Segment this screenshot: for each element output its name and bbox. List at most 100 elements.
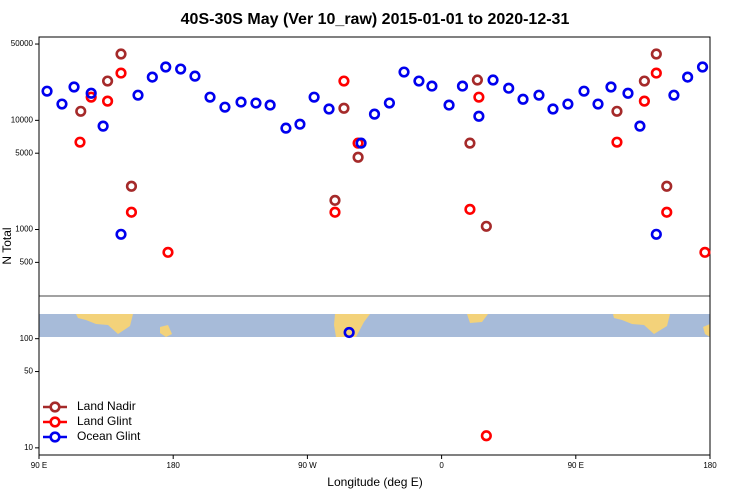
- point: [634, 120, 646, 132]
- point: [101, 75, 114, 87]
- point: [175, 63, 187, 75]
- point: [473, 91, 485, 103]
- point: [132, 89, 144, 101]
- point: [250, 97, 262, 109]
- y-tick-label: 50: [24, 367, 33, 376]
- point: [638, 95, 650, 107]
- point: [352, 151, 364, 163]
- point: [473, 110, 485, 122]
- point: [85, 87, 97, 99]
- point: [650, 228, 662, 240]
- legend-label: Ocean Glint: [77, 429, 141, 443]
- point: [294, 118, 306, 130]
- point: [338, 102, 350, 114]
- y-tick-label: 10000: [11, 115, 34, 124]
- point: [533, 89, 545, 101]
- legend-marker: [49, 431, 61, 443]
- y-tick-label: 50000: [11, 39, 34, 48]
- point: [97, 120, 109, 132]
- y-tick-label: 100: [20, 334, 34, 343]
- point: [661, 180, 673, 192]
- point: [650, 67, 662, 79]
- point: [101, 95, 114, 107]
- point: [464, 137, 476, 149]
- point: [682, 71, 694, 83]
- point: [696, 61, 709, 73]
- point: [699, 246, 711, 258]
- x-tick-label: 0: [439, 461, 444, 470]
- point: [480, 220, 492, 232]
- point: [56, 98, 68, 110]
- point: [115, 228, 127, 240]
- legend-marker: [49, 401, 61, 413]
- point: [85, 91, 97, 103]
- point: [668, 89, 680, 101]
- point: [74, 136, 86, 148]
- x-tick-label: 90 E: [568, 461, 584, 470]
- point: [547, 103, 559, 115]
- point: [280, 122, 292, 134]
- legend-label: Land Glint: [77, 414, 132, 428]
- point: [125, 206, 138, 218]
- x-axis-label: Longitude (deg E): [327, 475, 422, 489]
- x-tick-label: 90 E: [31, 461, 47, 470]
- x-tick-label: 180: [703, 461, 717, 470]
- point: [329, 194, 341, 206]
- point: [75, 105, 87, 117]
- point: [146, 71, 158, 83]
- point: [41, 85, 53, 97]
- y-tick-label: 500: [20, 257, 34, 266]
- point: [443, 99, 455, 111]
- point: [235, 96, 247, 108]
- point: [487, 74, 499, 86]
- point: [592, 98, 604, 110]
- point: [355, 137, 367, 149]
- y-tick-label: 5000: [15, 148, 33, 157]
- point: [115, 67, 127, 79]
- point: [611, 136, 623, 148]
- point: [517, 93, 529, 105]
- point: [323, 103, 335, 115]
- point: [338, 75, 350, 87]
- legend-label: Land Nadir: [77, 399, 136, 413]
- point: [622, 87, 634, 99]
- point: [368, 108, 381, 120]
- point: [480, 430, 492, 442]
- point: [308, 91, 320, 103]
- y-tick-label: 10: [24, 443, 33, 452]
- point: [343, 326, 355, 339]
- point: [605, 81, 617, 93]
- point: [162, 246, 174, 258]
- x-tick-label: 90 W: [298, 461, 317, 470]
- point: [398, 66, 410, 78]
- chart-title: 40S-30S May (Ver 10_raw) 2015-01-01 to 2…: [181, 11, 570, 28]
- legend-marker: [49, 416, 61, 428]
- y-axis-label: N Total: [0, 227, 14, 264]
- point: [650, 48, 662, 60]
- point: [464, 203, 476, 215]
- point: [264, 99, 276, 111]
- point: [125, 180, 138, 192]
- point: [426, 80, 438, 92]
- point: [329, 206, 341, 218]
- point: [204, 91, 216, 103]
- x-tick-label: 180: [167, 461, 181, 470]
- point: [115, 48, 127, 60]
- point: [413, 75, 425, 87]
- point: [638, 75, 650, 87]
- point: [611, 105, 623, 117]
- point: [456, 80, 469, 92]
- point: [383, 97, 396, 109]
- point: [661, 206, 673, 218]
- point: [503, 82, 515, 94]
- point: [160, 61, 172, 73]
- plot-frame: [38, 36, 711, 456]
- point: [219, 101, 231, 113]
- map-strip: [39, 314, 710, 337]
- point: [578, 85, 590, 97]
- point: [189, 70, 201, 82]
- point: [562, 98, 574, 110]
- y-tick-label: 1000: [15, 225, 33, 234]
- point: [471, 74, 483, 86]
